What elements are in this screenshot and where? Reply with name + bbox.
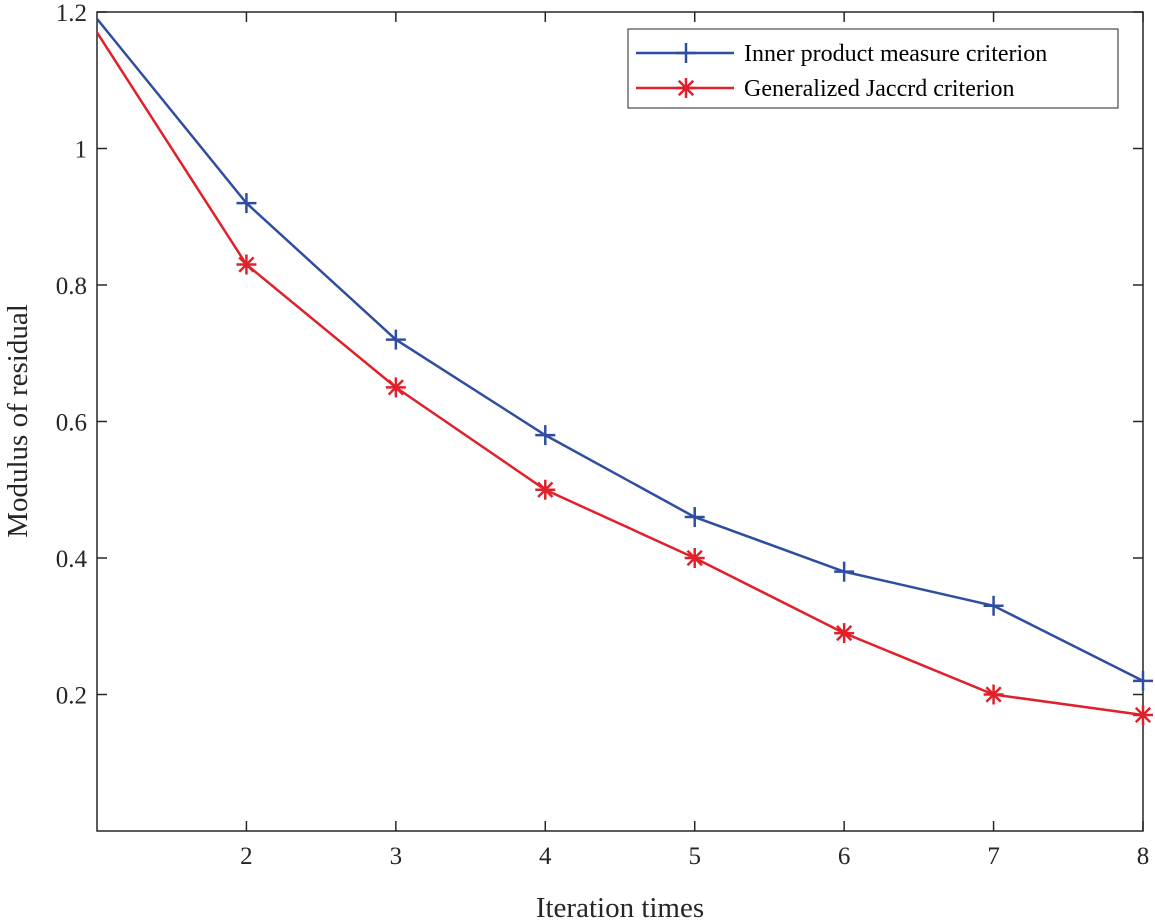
data-point <box>535 479 556 500</box>
series-2 <box>95 31 1153 725</box>
x-tick-label: 7 <box>987 843 1000 870</box>
data-point <box>1133 704 1153 725</box>
x-tick-label: 8 <box>1137 843 1150 870</box>
series-layer <box>95 18 1153 725</box>
plot-area <box>96 11 1144 832</box>
data-point <box>983 684 1004 705</box>
legend-entry: Inner product measure criterion <box>636 41 1047 67</box>
data-point <box>834 561 855 582</box>
legend-label: Inner product measure criterion <box>744 41 1047 67</box>
series-1 <box>96 18 1153 691</box>
y-axis: 0.2 0.4 0.6 0.8 1 1.2 <box>56 0 1143 710</box>
x-tick-label: 5 <box>688 843 701 870</box>
y-axis-title: Modulus of residual <box>2 304 34 538</box>
x-axis: 2 3 4 5 6 7 8 <box>240 12 1149 870</box>
y-tick-label: 0.8 <box>56 273 87 300</box>
data-point <box>535 425 556 446</box>
data-point <box>684 548 705 568</box>
y-tick-label: 0.6 <box>56 410 87 437</box>
data-point <box>684 507 705 528</box>
data-point <box>834 623 855 644</box>
legend-label: Generalized Jaccrd criterion <box>744 76 1015 102</box>
y-tick-label: 0.2 <box>56 683 87 710</box>
legend-marker <box>676 78 696 98</box>
data-point <box>385 377 406 398</box>
x-tick-label: 6 <box>838 843 851 870</box>
series-line <box>95 31 1144 717</box>
data-point <box>385 329 406 350</box>
y-tick-label: 1 <box>75 137 88 164</box>
data-point <box>983 595 1004 616</box>
y-tick-label: 0.4 <box>56 546 88 573</box>
x-tick-label: 3 <box>390 843 403 870</box>
data-point <box>236 193 257 214</box>
legend-marker <box>676 43 696 63</box>
y-tick-label: 1.2 <box>56 0 87 27</box>
data-point <box>1133 670 1153 691</box>
data-point <box>236 254 257 275</box>
x-tick-label: 2 <box>240 843 253 870</box>
legend-box <box>627 28 1119 109</box>
x-axis-title: Iteration times <box>536 892 704 922</box>
x-tick-label: 4 <box>539 843 552 870</box>
series-line <box>96 18 1144 682</box>
legend-entry: Generalized Jaccrd criterion <box>636 76 1015 102</box>
legend: Inner product measure criterion Generaliz… <box>627 28 1119 109</box>
